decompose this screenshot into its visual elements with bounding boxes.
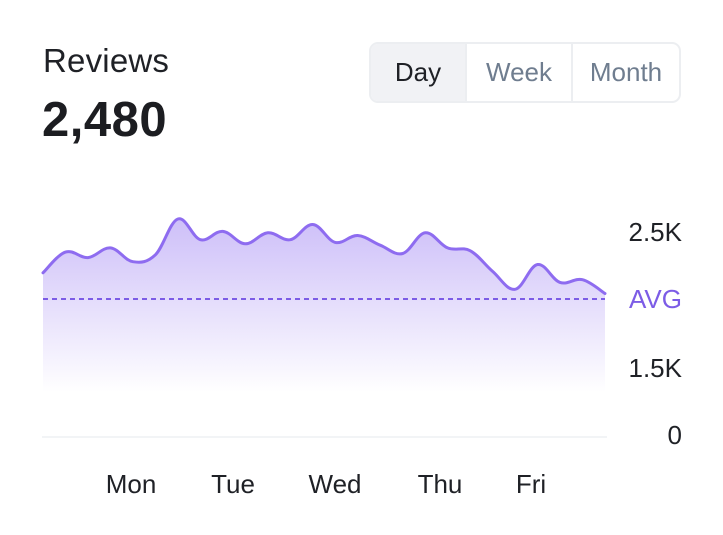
range-option-day[interactable]: Day	[371, 44, 467, 101]
chart-title: Reviews	[43, 42, 170, 79]
x-tick-label: Mon	[106, 469, 157, 499]
y-tick-label: 0	[668, 420, 682, 450]
y-tick-label: 1.5K	[629, 353, 683, 383]
x-tick-label: Thu	[418, 469, 463, 499]
x-tick-label: Fri	[516, 469, 546, 499]
series-line	[41, 217, 607, 295]
y-tick-label-avg: AVG	[629, 284, 682, 314]
range-option-month[interactable]: Month	[589, 57, 663, 87]
area-fill	[43, 218, 605, 392]
x-tick-label: Wed	[309, 469, 362, 499]
total-value: 2,480	[42, 93, 168, 147]
y-tick-label: 2.5K	[629, 217, 683, 247]
x-tick-label: Tue	[211, 469, 255, 499]
range-option-week[interactable]: Week	[467, 44, 573, 101]
range-toggle: Day Week Month	[369, 42, 681, 103]
